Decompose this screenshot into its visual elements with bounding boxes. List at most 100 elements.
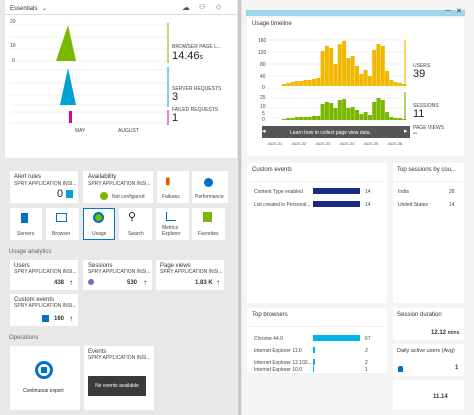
timeline-ytick: 80 xyxy=(260,62,266,68)
users-bar xyxy=(329,48,334,86)
availability-tile[interactable] xyxy=(83,171,153,203)
users-bar xyxy=(342,41,347,86)
search-button[interactable] xyxy=(119,208,152,240)
sessions-bar xyxy=(303,117,308,120)
favorites-label: Favorites xyxy=(198,231,219,237)
availability-status: Not configured xyxy=(112,194,145,200)
timeline-xtick: AUG 21 xyxy=(268,141,283,146)
custom-events-icon xyxy=(42,315,49,322)
timeline-scrubber[interactable] xyxy=(262,126,410,138)
month-label-may: MAY xyxy=(75,128,86,134)
sessions-bar xyxy=(346,108,351,120)
users-bar xyxy=(389,80,394,86)
browser-value: 1 xyxy=(365,367,368,373)
tag-icon[interactable]: ◇ xyxy=(216,4,222,11)
custom-events-card-sub: SPRY APPLICATION INSI... xyxy=(14,303,76,309)
performance-label: Performance xyxy=(195,194,224,200)
sessions-bar xyxy=(398,118,402,120)
sessions-bar xyxy=(294,117,299,120)
users-card-title: Users xyxy=(14,263,30,269)
users-card[interactable] xyxy=(10,260,78,290)
metrics-icon xyxy=(166,212,176,221)
page-views-card-sub: SPRY APPLICATION INSI... xyxy=(160,269,222,275)
top-sessions-tile[interactable] xyxy=(393,163,464,303)
browser-name: Internet Explorer 12.102... xyxy=(254,360,312,366)
users-bar xyxy=(402,84,407,86)
users-icon[interactable]: ⚇ xyxy=(199,4,206,11)
arrow-up-icon: ↑ xyxy=(69,314,73,323)
close-icon[interactable]: ✕ xyxy=(456,8,462,15)
sessions-bar xyxy=(324,102,329,120)
daily-active-users-value: 1 xyxy=(455,365,459,371)
cloud-sync-icon[interactable]: ☁ xyxy=(182,3,190,12)
users-bar xyxy=(324,46,329,86)
scrubber-left-handle[interactable]: ◂ xyxy=(262,128,266,135)
globe-icon xyxy=(204,178,213,187)
page-load-label: BROWSER PAGE L... xyxy=(172,44,222,50)
sessions-bar xyxy=(342,99,347,120)
users-bar xyxy=(398,83,402,86)
browser-bar xyxy=(313,335,360,341)
timeline-xtick: AUG 25 xyxy=(364,141,379,146)
alert-rules-value: 0 xyxy=(57,188,64,200)
session-duration-tile[interactable] xyxy=(393,308,464,340)
average-time-tile[interactable] xyxy=(393,380,464,410)
usage-timeline-chart xyxy=(267,39,407,120)
daily-active-users-tile[interactable] xyxy=(393,344,464,376)
timeline-ytick: 0 xyxy=(262,85,265,91)
continuous-export-icon-core xyxy=(41,367,47,373)
average-time-value: 11.14 xyxy=(433,394,448,400)
page-views-card-value: 1.83 K xyxy=(195,280,213,286)
mini-ytick: 20 xyxy=(10,19,16,25)
users-bar xyxy=(337,44,342,86)
sessions-bar xyxy=(363,112,368,120)
performance-button[interactable] xyxy=(192,171,228,203)
bar-chart-icon: ▮ xyxy=(165,176,171,187)
custom-events-blade-tile[interactable] xyxy=(247,163,387,303)
failures-label: Failures xyxy=(162,194,180,200)
sessions-bar xyxy=(355,110,359,120)
usage-timeline-title: Usage timeline xyxy=(252,21,292,27)
session-country: United States xyxy=(398,202,429,208)
browser-icon xyxy=(56,213,67,222)
sessions-card[interactable] xyxy=(83,260,152,290)
sessions-bar xyxy=(389,117,394,120)
sessions-bar xyxy=(350,107,355,120)
usage-button[interactable] xyxy=(83,208,115,240)
custom-event-value: 14 xyxy=(365,202,371,208)
browser-value: 67 xyxy=(365,336,371,342)
sessions-metric-value: 11 xyxy=(413,108,425,120)
alert-rules-sub: SPRY APPLICATION INSI... xyxy=(14,181,76,187)
custom-events-divider xyxy=(250,181,384,182)
arrow-up-icon: ↑ xyxy=(143,278,147,287)
failures-button[interactable] xyxy=(157,171,189,203)
page-view-tooltip[interactable]: Learn how to collect page view data. xyxy=(290,130,371,136)
continuous-export-icon xyxy=(35,361,53,379)
users-bar xyxy=(393,82,398,86)
page-views-card[interactable] xyxy=(156,260,224,290)
mini-ytick: 10 xyxy=(10,43,16,49)
scrubber-right-handle[interactable]: ▸ xyxy=(404,128,408,135)
metrics-explorer-button[interactable] xyxy=(156,208,189,240)
usage-label: Usage xyxy=(92,231,107,237)
browser-label: Browser xyxy=(52,231,71,237)
users-bar xyxy=(316,78,321,86)
custom-events-blade-title: Custom events xyxy=(252,167,293,173)
search-icon: ⚲ xyxy=(128,211,137,223)
continuous-export-label: Continuous export xyxy=(23,388,64,394)
timeline-ytick: 120 xyxy=(258,50,267,56)
essentials-dropdown[interactable]: Essentials ⌄ xyxy=(10,5,47,12)
essentials-panel xyxy=(5,0,237,158)
top-browsers-title: Top browsers xyxy=(252,312,288,318)
sessions-bar xyxy=(402,119,407,120)
timeline-ytick2: 5 xyxy=(262,111,265,117)
minimize-icon[interactable]: — xyxy=(445,8,451,14)
browser-value: 2 xyxy=(365,360,368,366)
users-bar xyxy=(281,84,286,86)
users-bar xyxy=(380,46,385,86)
timeline-ytick2: 25 xyxy=(260,95,266,101)
failed-requests-bar xyxy=(69,111,72,123)
alert-bell-icon xyxy=(66,190,73,198)
sessions-card-title: Sessions xyxy=(88,263,113,269)
sessions-bar xyxy=(307,117,312,120)
